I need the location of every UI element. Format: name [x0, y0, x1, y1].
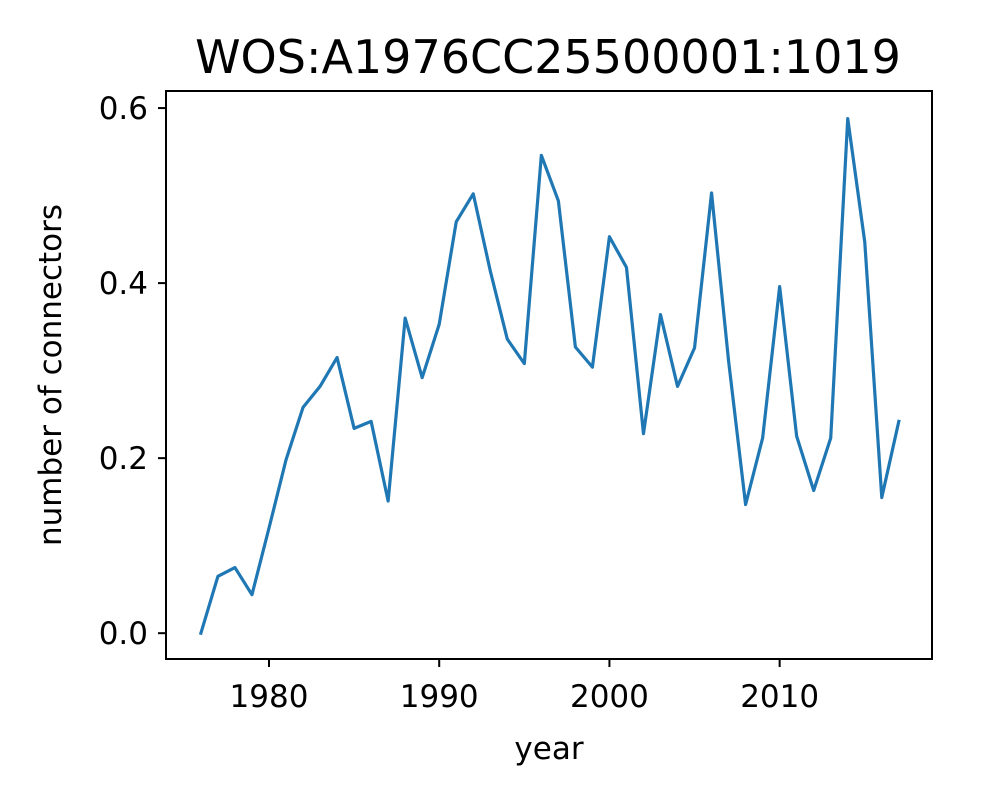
y-axis-label: number of connectors	[33, 204, 69, 546]
y-tick-label: 0.0	[99, 616, 148, 652]
axes-frame	[165, 90, 933, 660]
y-tick-label: 0.6	[99, 91, 148, 127]
x-tick-label: 2010	[740, 679, 819, 715]
x-tick-label: 2000	[570, 679, 649, 715]
chart-title: WOS:A1976CC25500001:1019	[195, 30, 901, 84]
plot-area	[198, 116, 901, 636]
y-axis: 0.0 0.2 0.4 0.6	[99, 91, 166, 652]
y-tick-label: 0.2	[99, 441, 148, 477]
x-axis-label: year	[514, 731, 583, 767]
x-axis: 1980 1990 2000 2010	[230, 659, 819, 715]
series-line-1	[198, 116, 901, 636]
x-tick-label: 1980	[230, 679, 309, 715]
y-tick-label: 0.4	[99, 266, 148, 302]
x-tick-label: 1990	[400, 679, 479, 715]
